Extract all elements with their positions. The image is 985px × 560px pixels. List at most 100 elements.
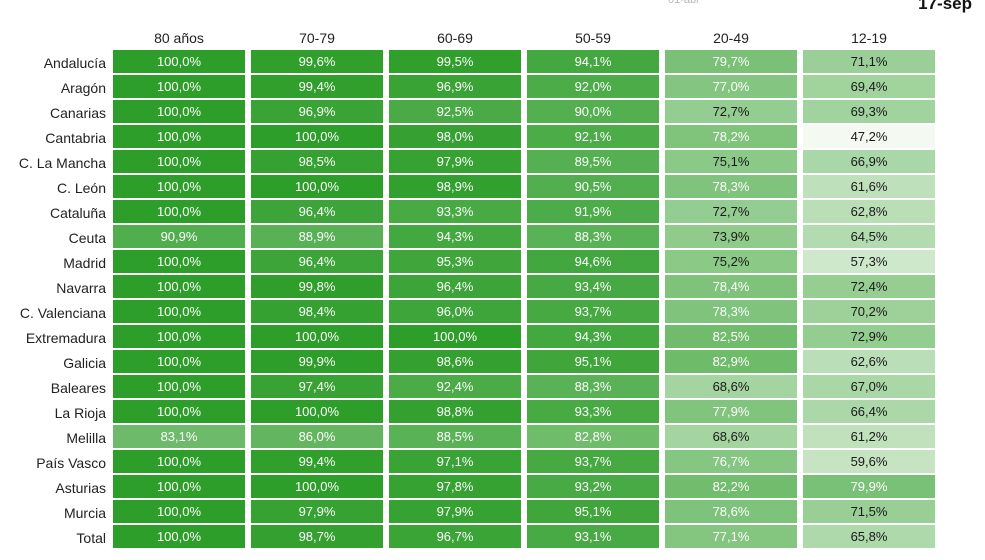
heatmap-cell: 86,0% <box>248 425 386 450</box>
heatmap-cell: 99,8% <box>248 275 386 300</box>
table-row: Canarias 100,0% 96,9% 92,5% 90,0% 72,7% 69,3% <box>10 100 938 125</box>
heatmap-cell: 95,1% <box>524 500 662 525</box>
heatmap-cell: 93,4% <box>524 275 662 300</box>
row-label: Asturias <box>55 479 106 496</box>
heatmap-cell: 47,2% <box>800 125 938 150</box>
heatmap-cell: 77,9% <box>662 400 800 425</box>
heatmap-cell: 92,5% <box>386 100 524 125</box>
row-label: La Rioja <box>54 404 106 421</box>
row-label: Cantabria <box>45 129 106 146</box>
heatmap-cell: 88,9% <box>248 225 386 250</box>
heatmap-cell: 96,9% <box>386 75 524 100</box>
date-label: 17-sep <box>918 0 972 13</box>
heatmap-cell: 98,6% <box>386 350 524 375</box>
row-label: Andalucía <box>43 54 106 71</box>
row-label: Baleares <box>50 379 106 396</box>
heatmap-cell: 100,0% <box>248 175 386 200</box>
column-header: 50-59 <box>575 30 611 46</box>
heatmap-cell: 97,9% <box>386 500 524 525</box>
heatmap-cell: 100,0% <box>110 100 248 125</box>
heatmap-cell: 100,0% <box>110 400 248 425</box>
heatmap-cell: 82,2% <box>662 475 800 500</box>
heatmap-cell: 71,1% <box>800 50 938 75</box>
corner-cell <box>10 26 110 50</box>
table-row: Galicia 100,0% 99,9% 98,6% 95,1% 82,9% 62,6% <box>10 350 938 375</box>
table-row: Navarra 100,0% 99,8% 96,4% 93,4% 78,4% 72,4% <box>10 275 938 300</box>
heatmap-cell: 98,9% <box>386 175 524 200</box>
heatmap-cell: 90,9% <box>110 225 248 250</box>
row-label: Extremadura <box>25 329 106 346</box>
table-row: C. León 100,0% 100,0% 98,9% 90,5% 78,3% 61,6% <box>10 175 938 200</box>
column-header: 70-79 <box>299 30 335 46</box>
heatmap-cell: 100,0% <box>248 475 386 500</box>
column-header: 80 años <box>154 30 204 46</box>
heatmap-cell: 72,7% <box>662 100 800 125</box>
heatmap-cell: 98,8% <box>386 400 524 425</box>
heatmap-cell: 91,9% <box>524 200 662 225</box>
heatmap-cell: 88,5% <box>386 425 524 450</box>
heatmap-cell: 67,0% <box>800 375 938 400</box>
heatmap-cell: 93,7% <box>524 300 662 325</box>
heatmap-cell: 100,0% <box>110 125 248 150</box>
table-row: Asturias 100,0% 100,0% 97,8% 93,2% 82,2% 79,9% <box>10 475 938 500</box>
heatmap-cell: 97,1% <box>386 450 524 475</box>
heatmap-cell: 94,3% <box>386 225 524 250</box>
heatmap-cell: 99,4% <box>248 450 386 475</box>
heatmap-cell: 100,0% <box>110 175 248 200</box>
heatmap-cell: 100,0% <box>110 75 248 100</box>
heatmap-cell: 100,0% <box>110 500 248 525</box>
heatmap-cell: 98,0% <box>386 125 524 150</box>
table-row: C. Valenciana 100,0% 98,4% 96,0% 93,7% 78,3% 7… <box>10 300 938 325</box>
row-label: Aragón <box>60 79 106 96</box>
heatmap-cell: 78,3% <box>662 300 800 325</box>
heatmap-cell: 73,9% <box>662 225 800 250</box>
heatmap-cell: 93,1% <box>524 525 662 550</box>
table-row: Ceuta 90,9% 88,9% 94,3% 88,3% 73,9% 64,5% <box>10 225 938 250</box>
heatmap-cell: 78,3% <box>662 175 800 200</box>
heatmap-cell: 83,1% <box>110 425 248 450</box>
heatmap-cell: 75,2% <box>662 250 800 275</box>
heatmap-cell: 88,3% <box>524 225 662 250</box>
heatmap-cell: 66,4% <box>800 400 938 425</box>
table-row: Melilla 83,1% 86,0% 88,5% 82,8% 68,6% 61,2% <box>10 425 938 450</box>
heatmap-cell: 100,0% <box>110 325 248 350</box>
heatmap-cell: 89,5% <box>524 150 662 175</box>
heatmap-cell: 82,5% <box>662 325 800 350</box>
table-row: La Rioja 100,0% 100,0% 98,8% 93,3% 77,9% 66,4% <box>10 400 938 425</box>
heatmap-cell: 98,7% <box>248 525 386 550</box>
faint-date-label: 01-abr <box>668 0 700 6</box>
heatmap-cell: 100,0% <box>110 475 248 500</box>
heatmap-cell: 100,0% <box>248 325 386 350</box>
heatmap-cell: 94,1% <box>524 50 662 75</box>
row-label: Cataluña <box>49 204 106 221</box>
table-row: Extremadura 100,0% 100,0% 100,0% 94,3% 82,5% 7… <box>10 325 938 350</box>
heatmap-cell: 100,0% <box>110 200 248 225</box>
heatmap-body: Andalucía 100,0% 99,6% 99,5% 94,1% 79,7% 71,1%… <box>10 50 938 550</box>
heatmap-cell: 100,0% <box>110 50 248 75</box>
heatmap-cell: 68,6% <box>662 425 800 450</box>
heatmap-cell: 100,0% <box>110 350 248 375</box>
heatmap-cell: 99,4% <box>248 75 386 100</box>
heatmap-cell: 100,0% <box>386 325 524 350</box>
row-label: Madrid <box>63 254 106 271</box>
row-label: Total <box>76 529 106 546</box>
column-header-row: 80 años 70-79 60-69 50-59 20-49 12-19 <box>10 26 938 50</box>
heatmap-cell: 79,9% <box>800 475 938 500</box>
heatmap-cell: 75,1% <box>662 150 800 175</box>
column-header: 12-19 <box>851 30 887 46</box>
heatmap-cell: 93,3% <box>524 400 662 425</box>
heatmap-cell: 100,0% <box>248 125 386 150</box>
heatmap-cell: 72,9% <box>800 325 938 350</box>
heatmap-cell: 69,4% <box>800 75 938 100</box>
table-row: Madrid 100,0% 96,4% 95,3% 94,6% 75,2% 57,3% <box>10 250 938 275</box>
heatmap-cell: 82,8% <box>524 425 662 450</box>
heatmap-cell: 90,0% <box>524 100 662 125</box>
heatmap-cell: 61,2% <box>800 425 938 450</box>
heatmap-cell: 95,1% <box>524 350 662 375</box>
heatmap-cell: 88,3% <box>524 375 662 400</box>
column-header: 60-69 <box>437 30 473 46</box>
heatmap-cell: 71,5% <box>800 500 938 525</box>
heatmap-cell: 97,4% <box>248 375 386 400</box>
table-row: Murcia 100,0% 97,9% 97,9% 95,1% 78,6% 71,5% <box>10 500 938 525</box>
row-label: C. La Mancha <box>18 154 106 171</box>
